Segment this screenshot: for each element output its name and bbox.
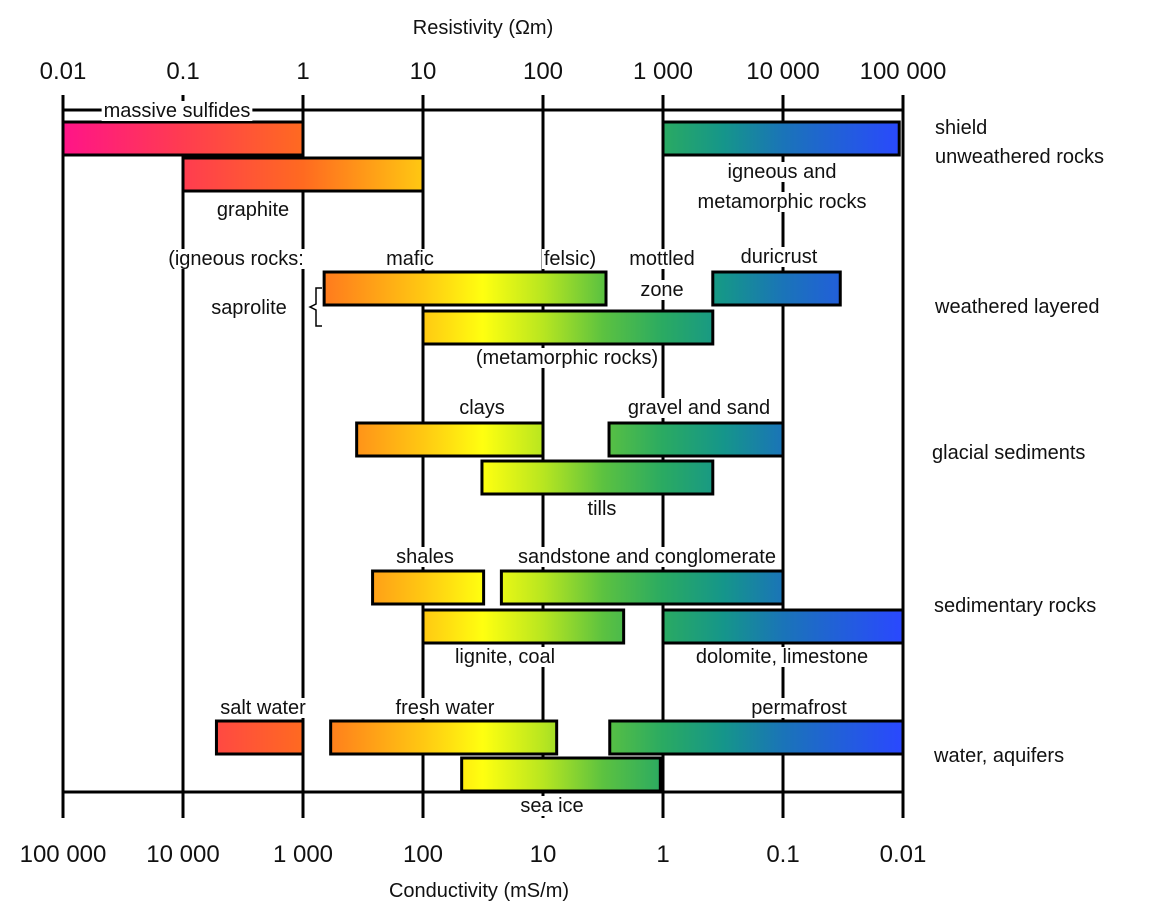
bar-label: (metamorphic rocks) xyxy=(476,347,658,369)
bar-fresh-water xyxy=(329,719,559,756)
label-background xyxy=(218,698,309,718)
bar-label: lignite, coal xyxy=(455,646,555,668)
bar-label: shales xyxy=(396,546,454,568)
bar-label: saprolite xyxy=(211,297,287,319)
bar-sea-ice xyxy=(460,756,662,793)
label-background xyxy=(725,162,839,182)
label-background xyxy=(452,647,558,667)
bottom-tick-label: 0.01 xyxy=(880,841,927,868)
label-background xyxy=(541,249,599,269)
top-tick-label: 1 xyxy=(296,58,309,85)
label-background xyxy=(625,398,773,418)
group-label: sedimentary rocks xyxy=(934,595,1096,617)
bottom-tick-label: 100 000 xyxy=(20,841,107,868)
bar-label: graphite xyxy=(217,199,289,221)
bar-dolomite-limestone xyxy=(661,608,905,645)
top-tick-label: 0.1 xyxy=(166,58,199,85)
label-background xyxy=(693,647,871,667)
bar-sandstone-and-conglomerate xyxy=(499,569,785,606)
brace-icon xyxy=(308,287,322,327)
bar-tills xyxy=(480,459,715,496)
label-background xyxy=(518,796,586,816)
bar-saprolite-metamorphic-rocks xyxy=(421,309,715,346)
bar-label: zone xyxy=(640,279,683,301)
bar-label: duricrust xyxy=(741,246,818,268)
bar-label: metamorphic rocks xyxy=(698,191,867,213)
bar-label: clays xyxy=(459,397,505,419)
bar-label: gravel and sand xyxy=(628,397,770,419)
bar-label: (igneous rocks: xyxy=(168,248,304,270)
bar-label: sea ice xyxy=(520,795,583,817)
top-tick-label: 0.01 xyxy=(40,58,87,85)
label-background xyxy=(209,298,289,318)
top-tick-label: 10 000 xyxy=(746,58,819,85)
label-background xyxy=(516,547,778,567)
label-background xyxy=(101,101,253,121)
label-background xyxy=(384,249,436,269)
bar-shales xyxy=(371,569,486,606)
label-background xyxy=(457,398,507,418)
label-background xyxy=(394,547,456,567)
label-background xyxy=(214,200,292,220)
top-tick-label: 100 000 xyxy=(860,58,947,85)
bar-label: dolomite, limestone xyxy=(696,646,868,668)
label-background xyxy=(393,698,497,718)
bar-graphite xyxy=(181,156,425,193)
group-label: shield xyxy=(935,117,987,139)
bar-gravel-and-sand xyxy=(607,421,785,458)
label-background xyxy=(738,247,820,267)
bar-label: permafrost xyxy=(751,697,847,719)
bottom-tick-label: 10 xyxy=(530,841,557,868)
bar-label: salt water xyxy=(220,697,306,719)
label-background xyxy=(627,249,697,269)
bottom-tick-label: 100 xyxy=(403,841,443,868)
top-tick-label: 100 xyxy=(523,58,563,85)
bottom-axis-title: Conductivity (mS/m) xyxy=(389,880,569,902)
bar-label: massive sulfides xyxy=(104,100,251,122)
group-label: water, aquifers xyxy=(933,745,1064,767)
bar-clays xyxy=(355,421,545,458)
bar-massive-sulfides xyxy=(61,120,305,157)
bar-salt-water xyxy=(214,719,305,756)
top-tick-label: 1 000 xyxy=(633,58,693,85)
group-label: glacial sediments xyxy=(932,442,1085,464)
label-background xyxy=(638,280,686,300)
bar-label: felsic) xyxy=(544,248,596,270)
bottom-tick-label: 10 000 xyxy=(146,841,219,868)
bottom-tick-label: 1 xyxy=(656,841,669,868)
top-axis-title: Resistivity (Ωm) xyxy=(413,17,554,39)
bar-saprolite-igneous-rocks xyxy=(322,270,608,307)
bar-lignite-coal xyxy=(421,608,626,645)
bar-label: mafic xyxy=(386,248,434,270)
label-background xyxy=(473,348,661,368)
label-background xyxy=(749,698,850,718)
bar-duricrust xyxy=(711,270,842,307)
bar-permafrost xyxy=(608,719,905,756)
bar-label: mottled xyxy=(629,248,695,270)
bottom-tick-label: 1 000 xyxy=(273,841,333,868)
label-background xyxy=(695,192,869,212)
group-label: unweathered rocks xyxy=(935,146,1104,168)
bar-igneous-and-metamorphic-rocks xyxy=(661,120,901,157)
bar-label: tills xyxy=(588,498,617,520)
top-tick-label: 10 xyxy=(410,58,437,85)
label-background xyxy=(585,499,619,519)
bar-label: fresh water xyxy=(396,697,495,719)
bottom-tick-label: 0.1 xyxy=(766,841,799,868)
label-background xyxy=(166,249,306,269)
bar-label: sandstone and conglomerate xyxy=(518,546,776,568)
group-label: weathered layered xyxy=(934,296,1100,318)
bar-label: igneous and xyxy=(728,161,837,183)
